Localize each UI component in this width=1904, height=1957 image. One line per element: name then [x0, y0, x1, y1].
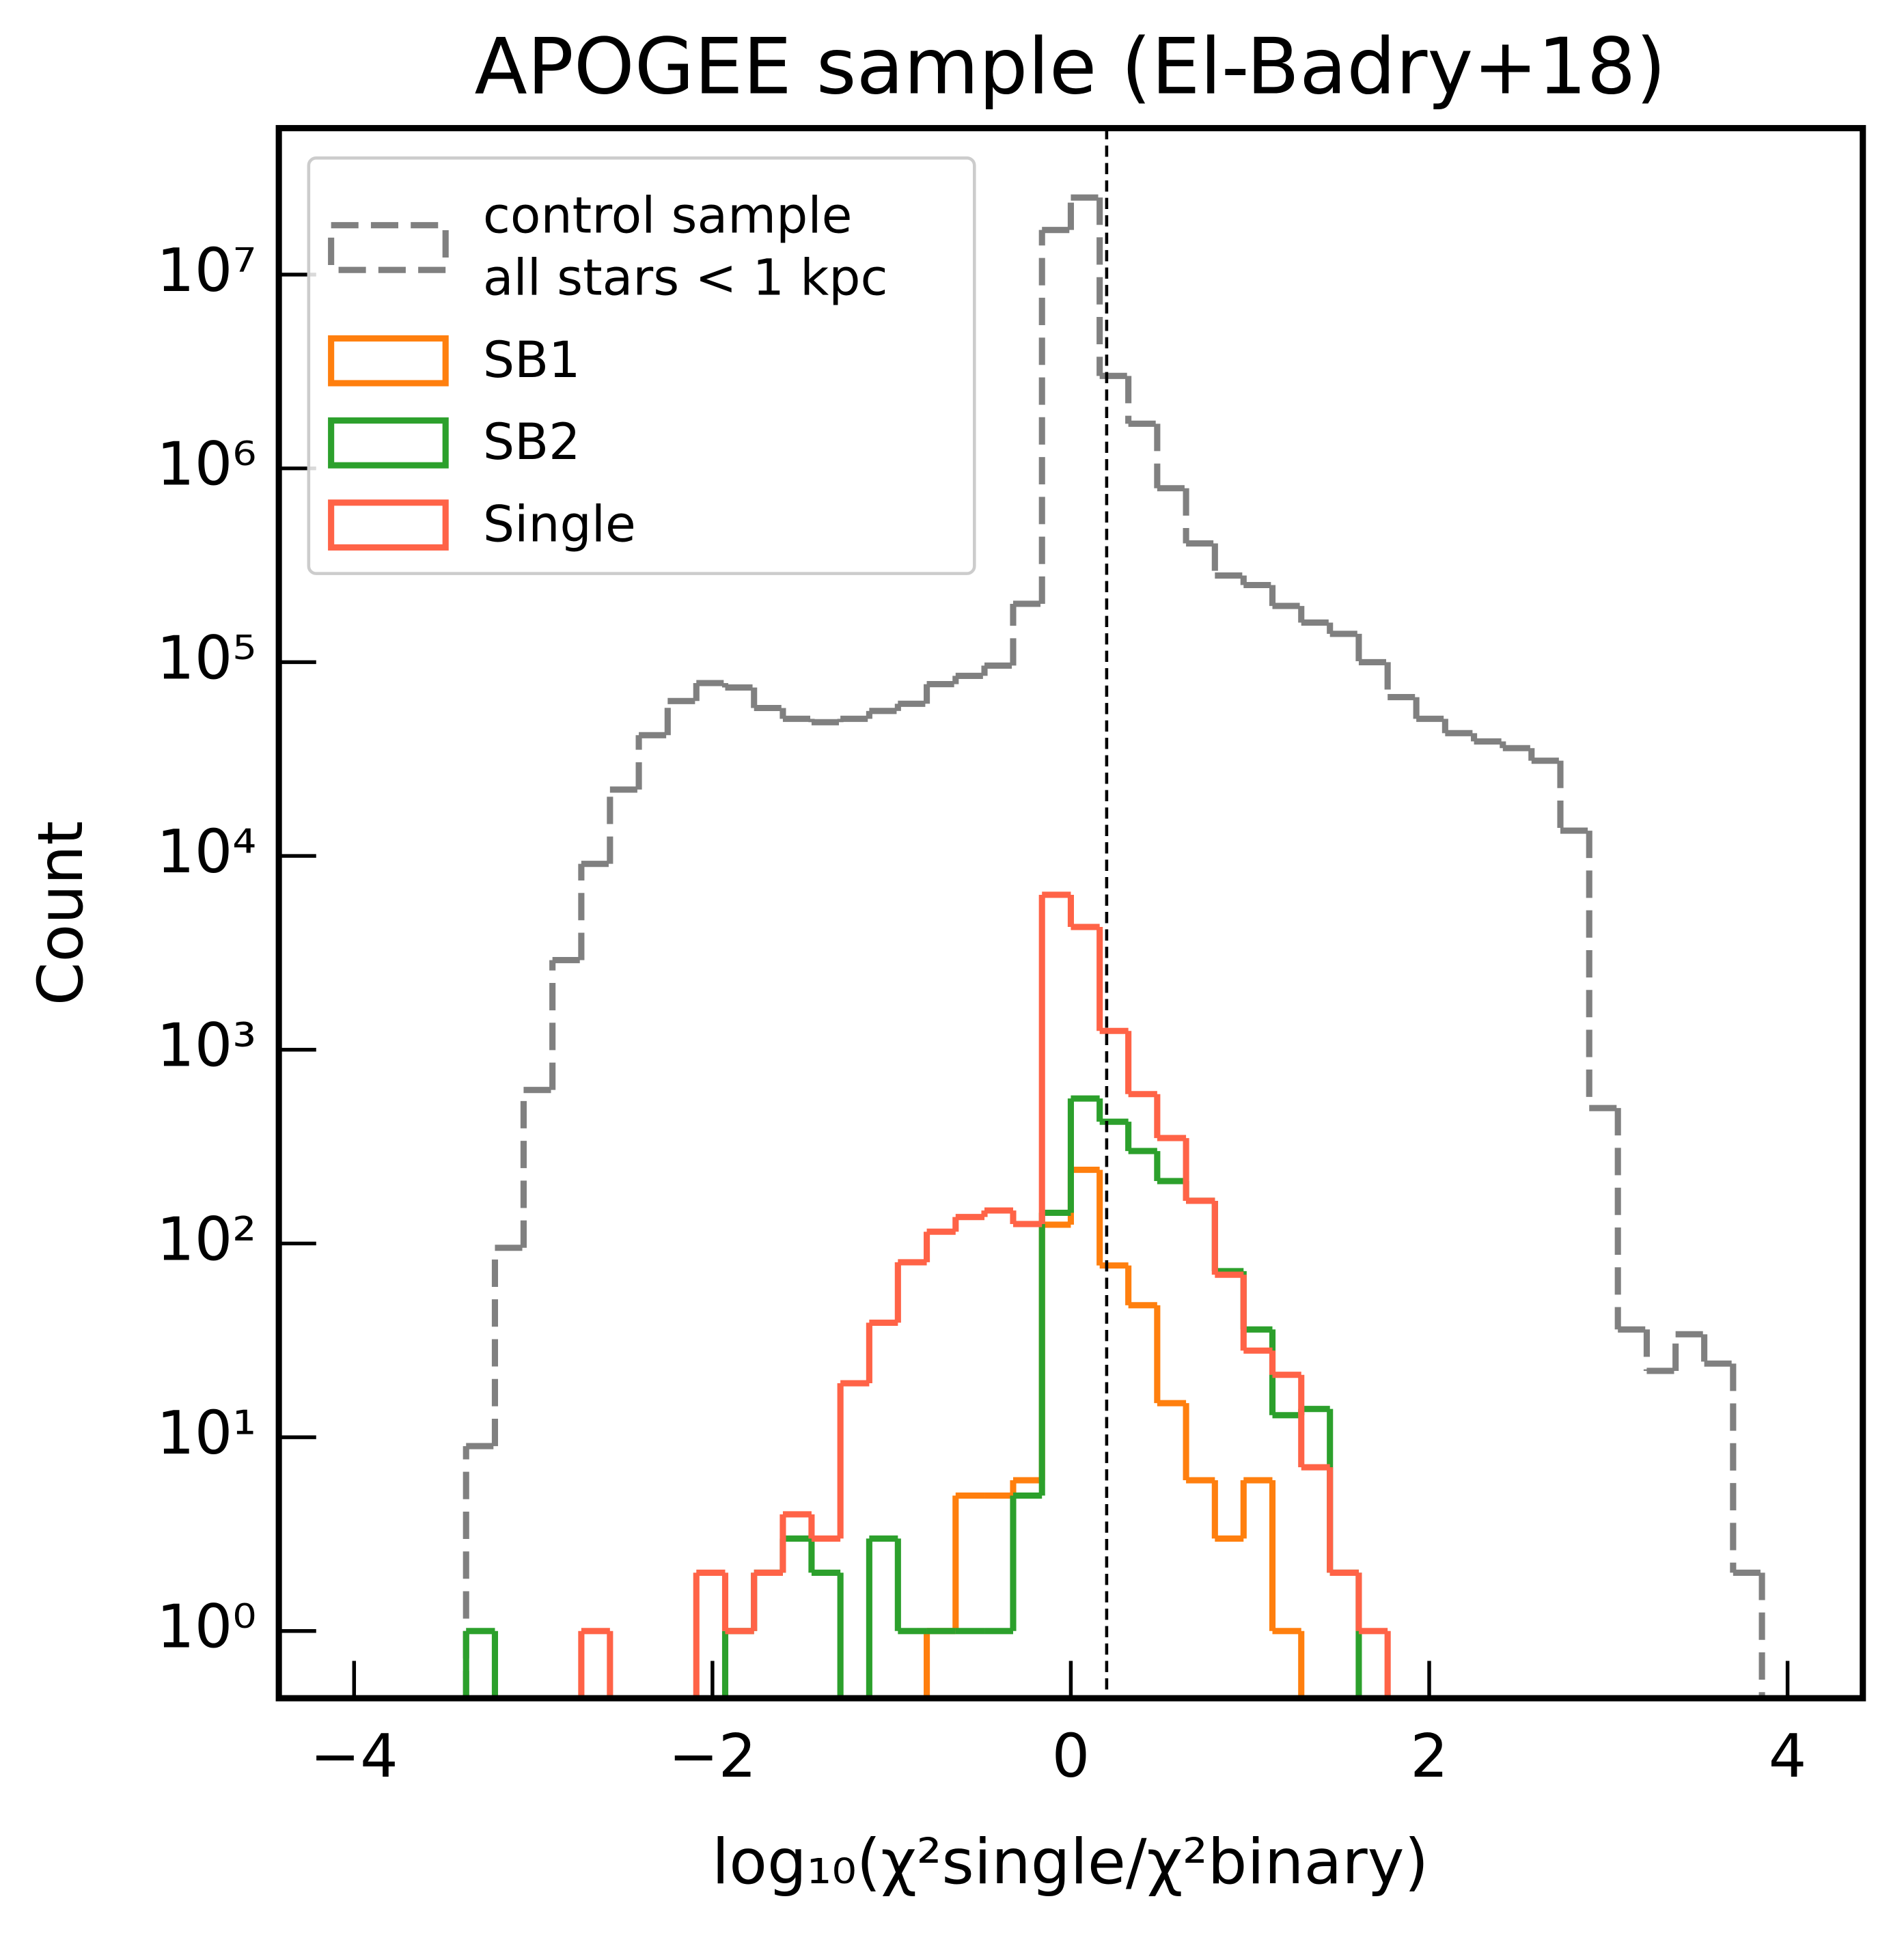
legend-swatch	[328, 499, 449, 551]
legend: control sample all stars < 1 kpc SB1 SB2 Si…	[307, 156, 976, 575]
x-tick-label: 0	[1052, 1721, 1090, 1791]
legend-label-box: control sample all stars < 1 kpc	[482, 188, 888, 307]
chart-title: APOGEE sample (El-Badry+18)	[475, 21, 1666, 111]
legend-swatch	[328, 335, 449, 387]
legend-box	[307, 156, 976, 575]
legend-label-box: SB2	[482, 414, 581, 472]
x-tick-label: −4	[310, 1721, 398, 1791]
y-tick-label: 10⁵	[156, 623, 256, 693]
x-axis-label: log₁₀(χ²single/χ²binary)	[712, 1826, 1429, 1898]
legend-label: SB2	[482, 414, 581, 472]
y-tick-label: 10¹	[156, 1398, 256, 1468]
legend-label: control sample all stars < 1 kpc	[482, 188, 888, 307]
legend-label: Single	[482, 496, 636, 554]
y-tick-label: 10³	[156, 1011, 256, 1081]
histogram-series	[924, 1167, 1305, 1699]
histogram-series	[463, 194, 1765, 1699]
y-axis-label: Count	[25, 821, 97, 1005]
legend-label: SB1	[482, 332, 581, 390]
histogram-series	[463, 1095, 1362, 1699]
plot-area	[463, 128, 1765, 1699]
y-tick-label: 10²	[156, 1204, 256, 1274]
y-tick-label: 10⁴	[156, 817, 256, 887]
x-tick-label: 4	[1769, 1721, 1807, 1791]
legend-swatch	[328, 222, 449, 273]
histogram-series	[578, 891, 1391, 1699]
y-tick-label: 10⁰	[156, 1592, 256, 1662]
legend-label-box: SB1	[482, 332, 581, 390]
y-tick-label: 10⁷	[156, 236, 256, 305]
legend-label-box: Single	[482, 496, 636, 554]
y-tick-label: 10⁶	[156, 430, 256, 499]
legend-swatch	[328, 417, 449, 469]
x-tick-label: −2	[668, 1721, 756, 1791]
x-tick-label: 2	[1410, 1721, 1448, 1791]
